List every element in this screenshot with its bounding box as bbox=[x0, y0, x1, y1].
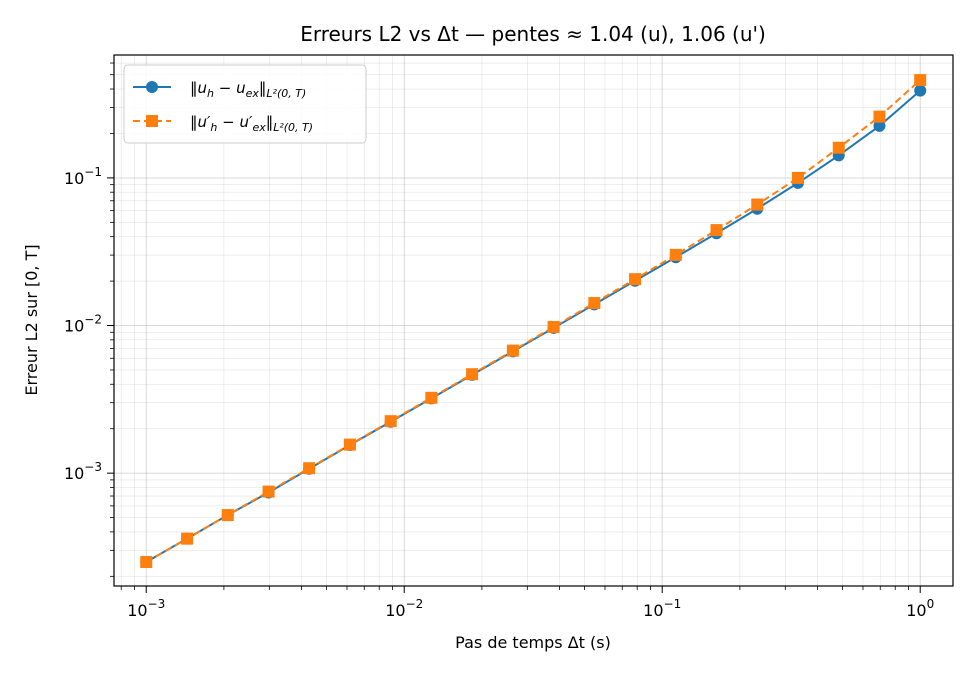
series-2-point bbox=[466, 368, 479, 381]
series-2-point bbox=[181, 532, 194, 545]
legend-entry-series-1: ‖uh − uex‖L²(0, T) bbox=[190, 79, 306, 100]
series-2-point bbox=[710, 224, 723, 237]
series-2-point bbox=[425, 391, 438, 404]
chart-title: Erreurs L2 vs Δt — pentes ≈ 1.04 (u), 1.… bbox=[300, 22, 766, 46]
x-tick-label: 100 bbox=[906, 597, 934, 620]
series-2-point bbox=[140, 556, 153, 569]
series-2-point bbox=[262, 485, 275, 498]
series-1 bbox=[140, 84, 927, 569]
legend: ‖uh − uex‖L²(0, T) ‖u′h − u′ex‖L²(0, T) bbox=[123, 64, 367, 144]
y-tick-label: 10−1 bbox=[64, 165, 102, 188]
x-axis-ticks: 10−3 10−2 10−1 100 bbox=[120, 586, 934, 620]
series-layer bbox=[140, 74, 927, 569]
series-2-point bbox=[506, 344, 519, 357]
y-axis-label: Erreur L2 sur [0, T] bbox=[22, 244, 41, 395]
series-2-point bbox=[384, 415, 397, 428]
series-1-line bbox=[145, 89, 921, 563]
x-axis-label: Pas de temps Δt (s) bbox=[455, 633, 611, 652]
legend-marker-series-2 bbox=[146, 115, 158, 127]
series-2-point bbox=[343, 438, 356, 451]
legend-box bbox=[123, 64, 367, 144]
y-tick-label: 10−2 bbox=[64, 313, 102, 336]
y-axis-ticks: 10−3 10−2 10−1 bbox=[64, 62, 114, 577]
legend-marker-series-1 bbox=[146, 81, 158, 93]
x-tick-label: 10−1 bbox=[643, 597, 681, 620]
major-grid bbox=[114, 55, 953, 586]
series-2-point bbox=[629, 273, 642, 286]
series-2-point bbox=[547, 320, 560, 333]
series-2-point bbox=[873, 110, 886, 123]
series-1-point bbox=[914, 84, 927, 97]
series-2-point bbox=[588, 297, 601, 310]
series-1-point bbox=[873, 119, 886, 132]
y-tick-label: 10−3 bbox=[64, 460, 102, 483]
plot-frame bbox=[113, 54, 954, 587]
series-2-point bbox=[914, 74, 927, 87]
x-tick-label: 10−3 bbox=[127, 597, 165, 620]
series-2-point bbox=[303, 462, 316, 475]
series-2-point bbox=[751, 198, 764, 211]
series-2-line bbox=[145, 79, 921, 563]
series-2-point bbox=[792, 171, 805, 184]
x-tick-label: 10−2 bbox=[385, 597, 423, 620]
series-2-point bbox=[669, 248, 682, 261]
series-2 bbox=[140, 74, 927, 569]
series-2-point bbox=[221, 509, 234, 522]
series-2-point bbox=[832, 141, 845, 154]
